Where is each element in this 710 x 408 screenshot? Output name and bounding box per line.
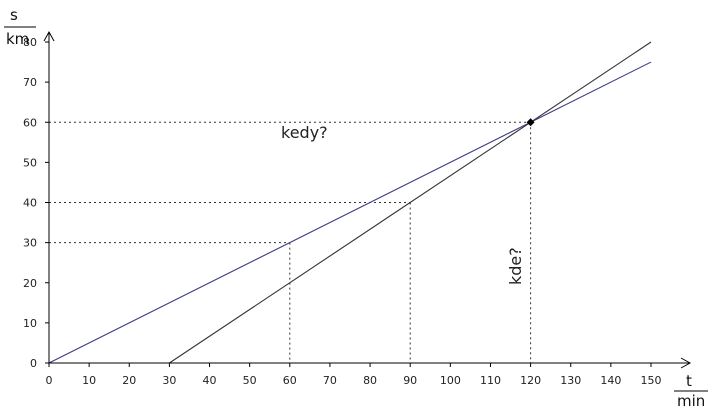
x-axis-label-bottom: min	[677, 392, 705, 408]
series-line-1	[48, 61, 652, 364]
x-tick-label-100: 100	[440, 374, 461, 387]
x-tick-label-20: 20	[122, 374, 136, 387]
x-axis-arrow	[680, 357, 692, 369]
y-tick-label-30: 30	[23, 237, 37, 250]
x-tick-label-80: 80	[363, 374, 377, 387]
y-tick-label-10: 10	[23, 317, 37, 330]
ticks	[45, 41, 652, 367]
x-axis-label-top: t	[686, 372, 692, 390]
x-tick-label-110: 110	[480, 374, 501, 387]
y-tick-label-80: 80	[23, 36, 37, 49]
y-axis-label-top: s	[10, 6, 18, 24]
annotation-where: kde?	[506, 247, 525, 285]
x-tick-label-60: 60	[283, 374, 297, 387]
x-tick-label-150: 150	[641, 374, 662, 387]
y-tick-label-50: 50	[23, 156, 37, 169]
markers	[526, 118, 535, 127]
y-axis-arrow	[43, 30, 55, 42]
x-tick-label-10: 10	[82, 374, 96, 387]
x-tick-label-140: 140	[600, 374, 621, 387]
x-tick-label-30: 30	[162, 374, 176, 387]
guide-lines	[49, 121, 532, 363]
series-lines	[48, 41, 652, 364]
series-line-2	[169, 41, 652, 364]
x-tick-label-130: 130	[560, 374, 581, 387]
y-tick-label-60: 60	[23, 116, 37, 129]
y-axis-label-bottom: km	[6, 30, 29, 48]
x-tick-label-70: 70	[323, 374, 337, 387]
x-tick-label-40: 40	[203, 374, 217, 387]
x-tick-label-90: 90	[403, 374, 417, 387]
y-tick-label-40: 40	[23, 197, 37, 210]
intersection-marker	[526, 118, 535, 127]
y-tick-label-70: 70	[23, 76, 37, 89]
x-tick-label-120: 120	[520, 374, 541, 387]
axes	[43, 30, 692, 369]
x-tick-label-50: 50	[243, 374, 257, 387]
y-tick-label-20: 20	[23, 277, 37, 290]
x-tick-label-0: 0	[46, 374, 53, 387]
y-tick-label-0: 0	[30, 357, 37, 370]
tick-labels: 0 10 20 30 40 50 60 70 80 90 100 110 120 130 140 150 0 10…	[23, 36, 662, 387]
annotation-when: kedy?	[281, 123, 328, 142]
